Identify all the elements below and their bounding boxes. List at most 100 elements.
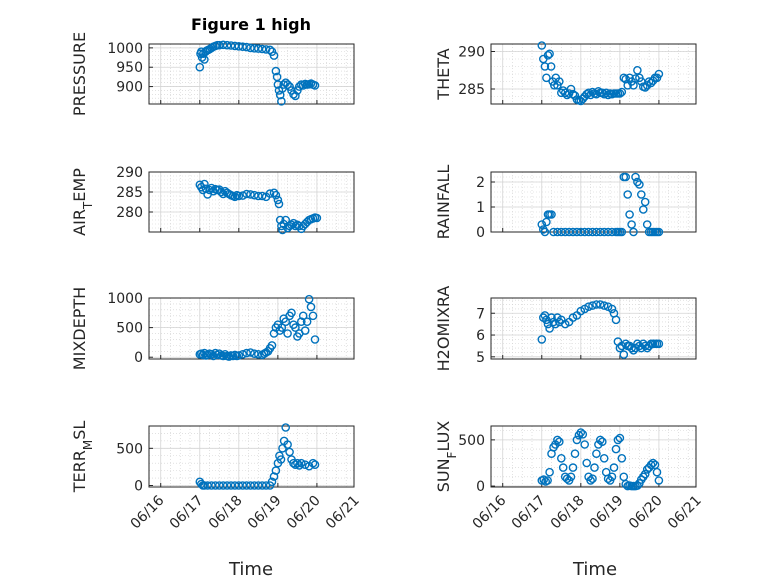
data-point bbox=[633, 66, 642, 75]
data-point bbox=[603, 90, 613, 100]
data-point bbox=[654, 227, 664, 237]
data-point bbox=[558, 463, 568, 472]
y-axis-label: H2OMIXRA bbox=[434, 286, 453, 372]
data-point bbox=[555, 77, 564, 86]
y-tick-label: 5 bbox=[476, 350, 485, 366]
data-point bbox=[298, 81, 308, 90]
data-point bbox=[195, 62, 205, 72]
data-point bbox=[584, 302, 593, 312]
data-point bbox=[611, 444, 621, 454]
data-point bbox=[617, 227, 627, 237]
y-tick-label: 2 bbox=[476, 175, 485, 191]
y-tick-label: 7 bbox=[476, 306, 485, 322]
data-point bbox=[635, 180, 644, 189]
data-point bbox=[294, 461, 304, 470]
data-point bbox=[306, 302, 316, 312]
x-axis-label-left: Time bbox=[228, 559, 273, 580]
data-point bbox=[644, 77, 654, 86]
data-point bbox=[642, 220, 652, 229]
data-point bbox=[291, 323, 300, 332]
y-tick-label: 0 bbox=[134, 350, 143, 366]
data-point bbox=[291, 460, 300, 470]
data-point bbox=[253, 349, 263, 359]
data-point bbox=[607, 472, 617, 482]
data-point bbox=[599, 301, 609, 310]
data-point bbox=[619, 73, 629, 83]
y-tick-label: 500 bbox=[116, 441, 143, 457]
data-point bbox=[283, 329, 292, 338]
data-point bbox=[242, 189, 251, 199]
axes-box bbox=[490, 43, 697, 105]
data-point bbox=[537, 41, 547, 50]
data-point bbox=[629, 345, 638, 355]
data-point bbox=[274, 199, 284, 209]
y-tick-label: 1 bbox=[476, 200, 485, 216]
data-point bbox=[302, 317, 312, 327]
data-point bbox=[545, 467, 554, 477]
data-point bbox=[633, 481, 642, 490]
data-point bbox=[615, 89, 625, 98]
data-point bbox=[216, 187, 226, 197]
axes-box bbox=[490, 425, 697, 488]
data-point bbox=[265, 189, 275, 198]
data-point bbox=[560, 88, 570, 98]
data-point bbox=[298, 311, 308, 321]
data-point bbox=[285, 447, 294, 457]
figure-title: Figure 1 high bbox=[191, 15, 311, 34]
subplot-theta: 290 285 THETA bbox=[434, 41, 697, 106]
data-point bbox=[588, 301, 597, 310]
y-axis-label: TERRMSL bbox=[70, 421, 95, 494]
data-point bbox=[277, 323, 287, 332]
data-point bbox=[200, 55, 209, 64]
axes-box bbox=[148, 171, 355, 233]
data-point bbox=[629, 227, 638, 237]
data-point bbox=[572, 435, 582, 445]
data-point bbox=[547, 313, 556, 322]
data-point bbox=[281, 215, 291, 225]
data-point bbox=[566, 84, 576, 94]
subplot-h2omixra: 7 6 5 H2OMIXRA bbox=[434, 286, 697, 372]
data-point bbox=[238, 42, 247, 52]
data-point bbox=[611, 315, 621, 325]
data-point bbox=[278, 225, 287, 235]
subplot-mixdepth: 1000 500 0 MIXDEPTH bbox=[70, 287, 355, 370]
data-point bbox=[234, 191, 244, 201]
subplot-pressure: 1000 950 900 PRESSURE bbox=[70, 32, 355, 116]
data-point bbox=[625, 210, 634, 219]
y-tick-label: 0 bbox=[476, 225, 485, 241]
data-point bbox=[308, 458, 318, 468]
data-point bbox=[310, 81, 320, 90]
data-point bbox=[568, 463, 578, 472]
data-point bbox=[276, 455, 286, 464]
data-point bbox=[234, 351, 244, 360]
y-tick-label: 285 bbox=[116, 185, 143, 201]
data-point bbox=[269, 472, 279, 481]
data-point bbox=[269, 51, 279, 60]
data-point bbox=[640, 83, 650, 92]
data-point bbox=[293, 458, 302, 468]
data-point bbox=[627, 220, 636, 229]
data-point bbox=[623, 190, 633, 199]
data-point bbox=[287, 220, 296, 230]
data-point bbox=[617, 453, 627, 463]
series-air-temp bbox=[195, 179, 322, 235]
data-point bbox=[613, 435, 623, 445]
data-point bbox=[586, 476, 595, 485]
x-axis-label-right: Time bbox=[572, 559, 617, 580]
series-terr-msl bbox=[195, 423, 320, 490]
data-point bbox=[238, 191, 247, 200]
y-axis-label: MIXDEPTH bbox=[70, 287, 89, 370]
data-point bbox=[200, 179, 209, 189]
y-tick-label: 290 bbox=[116, 165, 143, 181]
y-tick-label: 280 bbox=[116, 205, 143, 221]
data-point bbox=[300, 460, 310, 470]
y-tick-label: 900 bbox=[116, 80, 143, 96]
data-point bbox=[287, 308, 296, 318]
series-pressure bbox=[195, 40, 320, 106]
y-tick-label: 500 bbox=[458, 433, 485, 449]
data-point bbox=[639, 205, 648, 214]
data-point bbox=[580, 440, 590, 449]
data-point bbox=[296, 317, 306, 327]
data-point bbox=[279, 80, 289, 89]
